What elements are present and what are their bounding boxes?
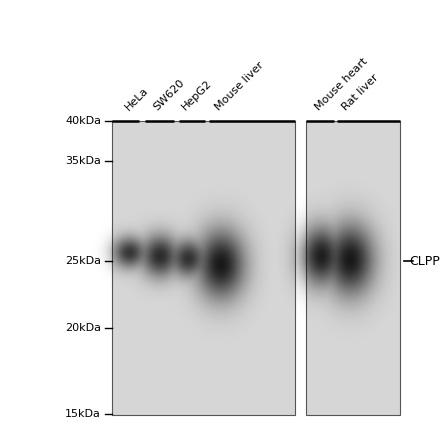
Text: 25kDa: 25kDa (65, 256, 101, 266)
Text: SW620: SW620 (151, 78, 186, 112)
Text: Mouse heart: Mouse heart (313, 56, 370, 112)
Text: 40kDa: 40kDa (65, 116, 101, 126)
FancyBboxPatch shape (112, 121, 295, 415)
Text: 20kDa: 20kDa (65, 323, 101, 333)
FancyBboxPatch shape (306, 121, 400, 415)
Text: 15kDa: 15kDa (65, 409, 101, 419)
Text: HeLa: HeLa (123, 85, 150, 112)
Text: Rat liver: Rat liver (341, 72, 381, 112)
Text: HepG2: HepG2 (180, 78, 214, 112)
Text: 35kDa: 35kDa (65, 156, 101, 166)
Text: CLPP: CLPP (409, 255, 440, 268)
Text: Mouse liver: Mouse liver (213, 60, 265, 112)
